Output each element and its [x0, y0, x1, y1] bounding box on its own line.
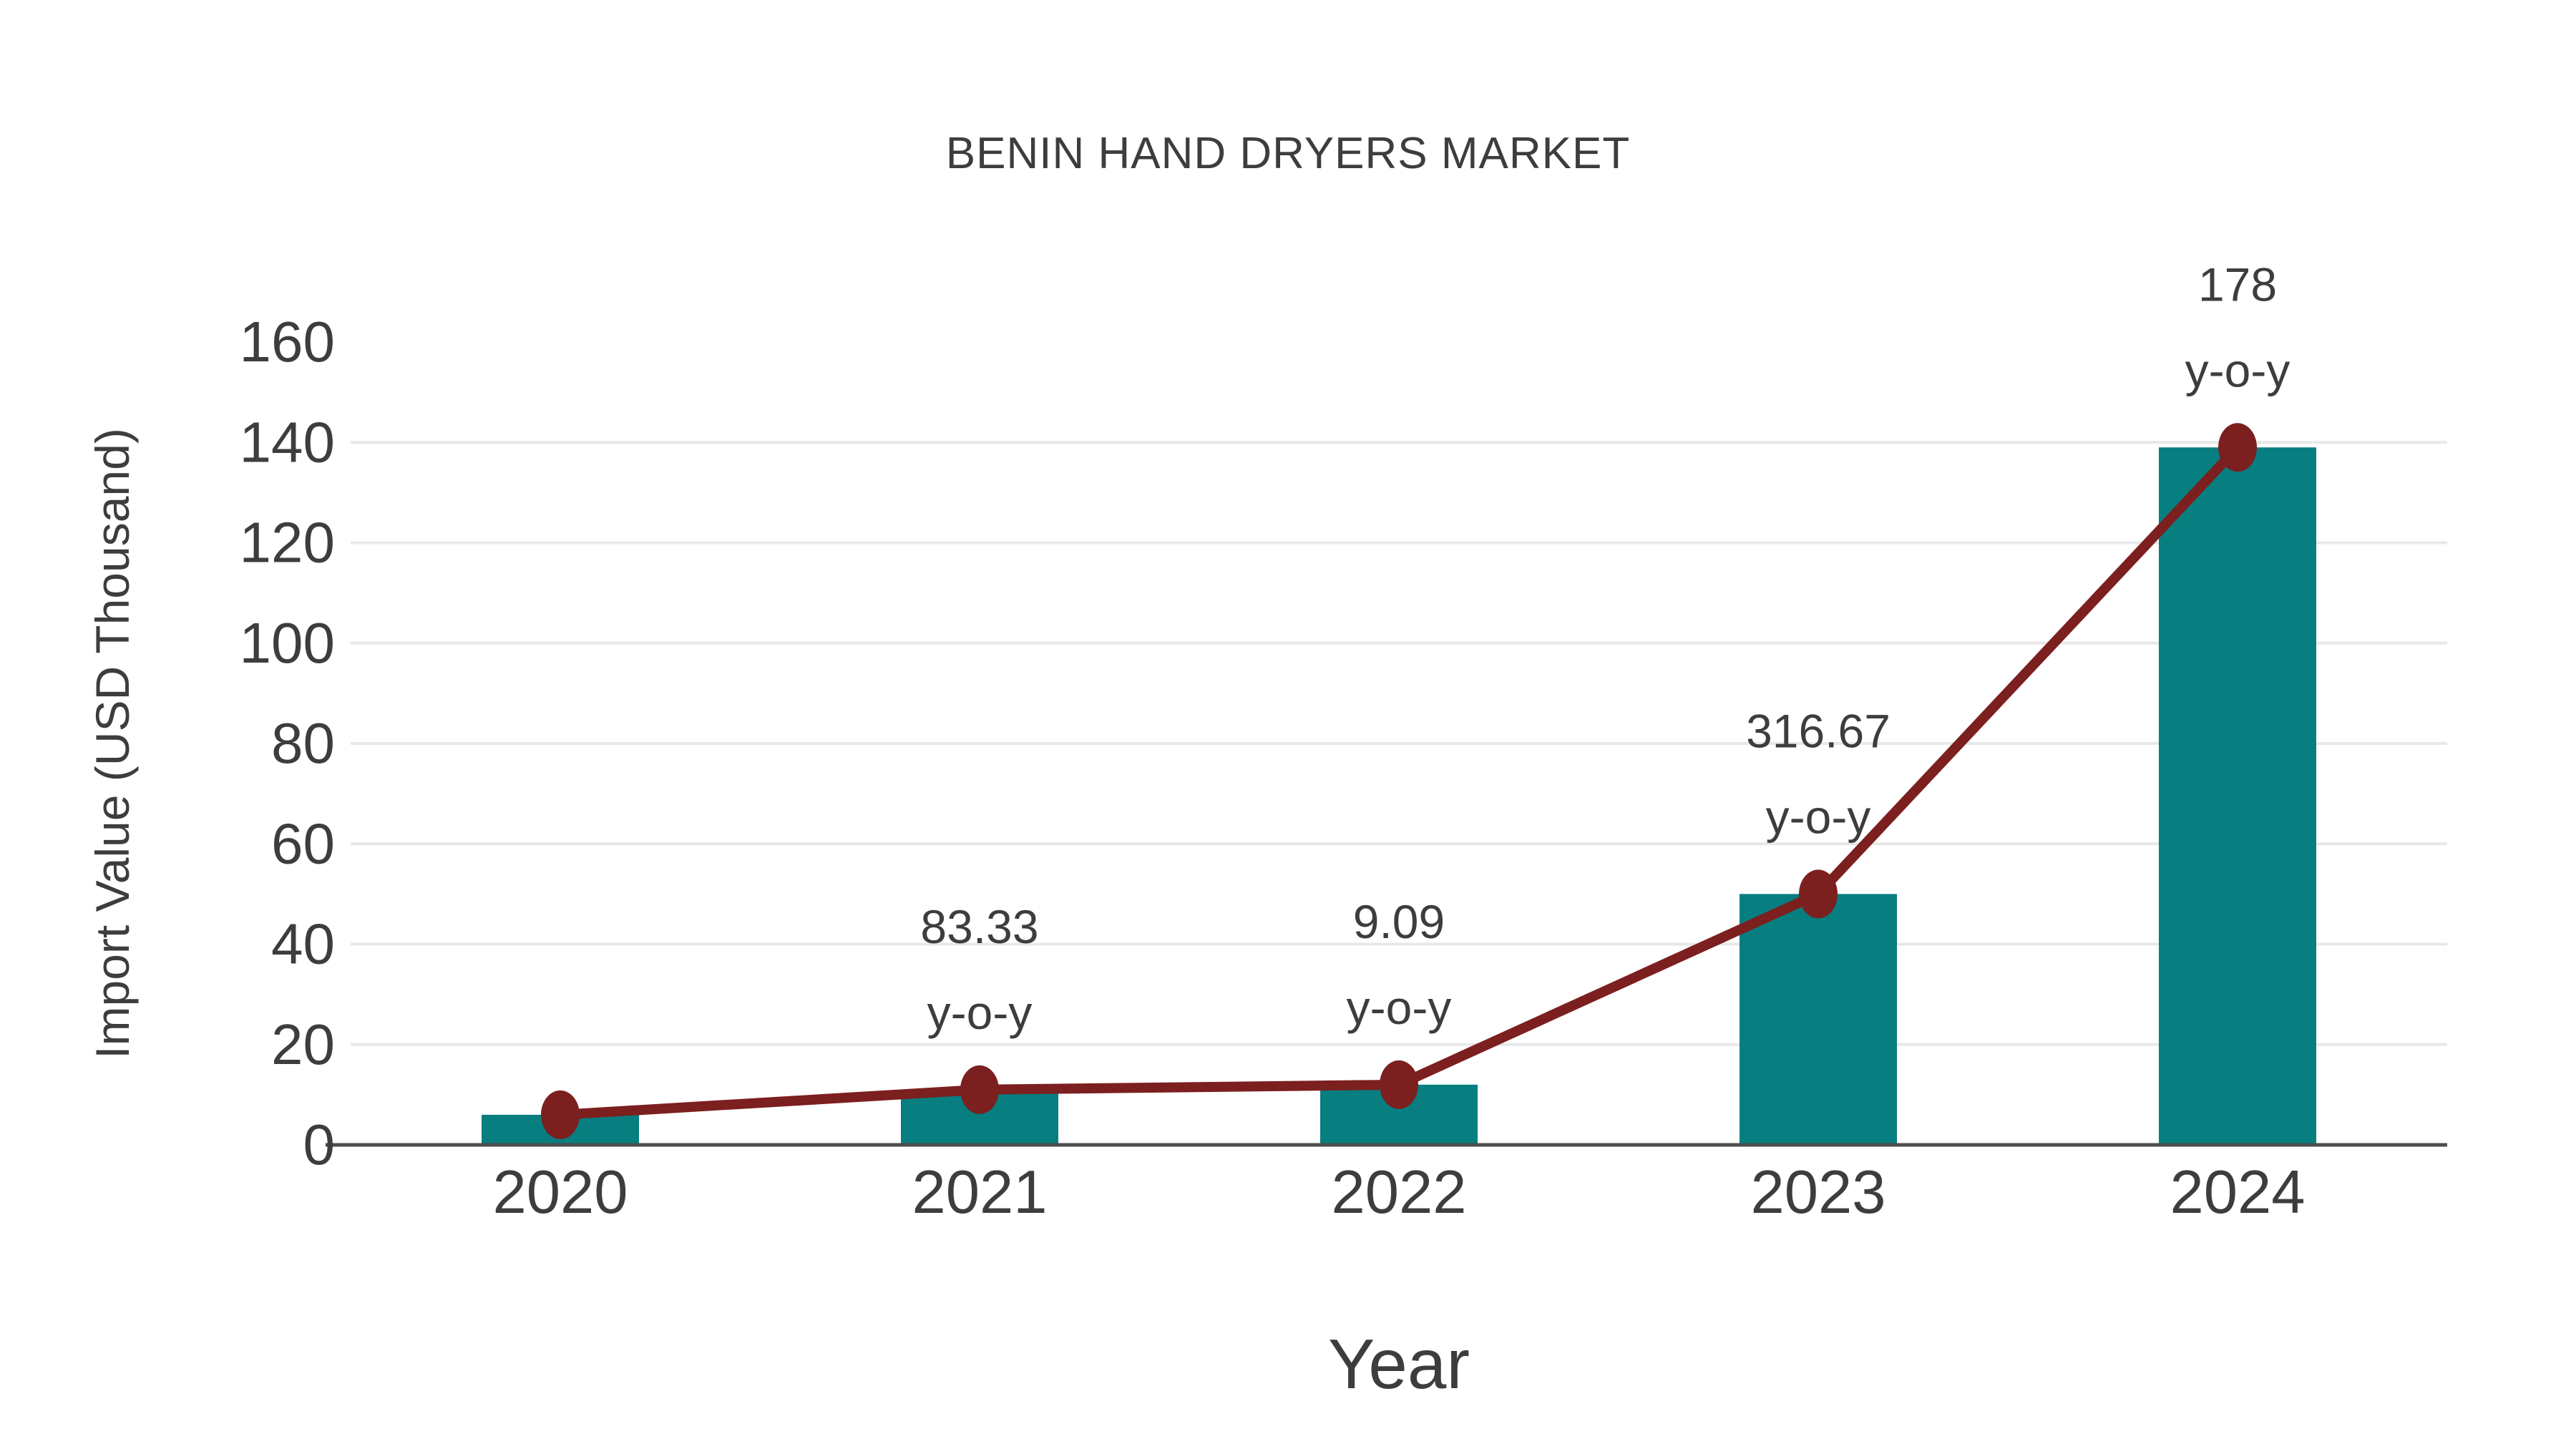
- y-axis-title: Import Value (USD Thousand): [86, 428, 139, 1059]
- marker-2021: [960, 1065, 999, 1114]
- annotation-yoy-2021: y-o-y: [927, 986, 1033, 1039]
- y-tick-label-160: 160: [240, 310, 335, 374]
- x-tick-label-2020: 2020: [492, 1158, 628, 1226]
- y-tick-label-60: 60: [271, 811, 335, 875]
- marker-2020: [541, 1090, 580, 1139]
- marker-2022: [1380, 1060, 1418, 1109]
- x-axis-ticks: 2020 2021 2022 2023 2024: [492, 1158, 2305, 1226]
- bar-2023: [1740, 894, 1897, 1145]
- annotation-value-2022: 9.09: [1353, 895, 1445, 948]
- annotation-yoy-2024: y-o-y: [2185, 343, 2290, 396]
- marker-2023: [1799, 869, 1838, 919]
- y-tick-label-20: 20: [271, 1013, 335, 1076]
- x-tick-label-2024: 2024: [2170, 1158, 2305, 1226]
- bar-series: [482, 447, 2316, 1145]
- marker-2024: [2218, 423, 2257, 472]
- line-series: [541, 423, 2257, 1139]
- x-tick-label-2021: 2021: [912, 1158, 1047, 1226]
- y-axis-ticks: 0 20 40 60 80 100 120 140 160: [240, 310, 335, 1176]
- y-tick-label-100: 100: [240, 611, 335, 675]
- y-tick-label-120: 120: [240, 511, 335, 575]
- y-tick-label-0: 0: [303, 1113, 336, 1176]
- y-tick-label-40: 40: [271, 912, 335, 976]
- annotation-value-2024: 178: [2198, 258, 2277, 311]
- y-tick-label-80: 80: [271, 711, 335, 775]
- annotation-value-2023: 316.67: [1746, 704, 1890, 757]
- x-axis-title: Year: [1328, 1324, 1470, 1403]
- chart-title: BENIN HAND DRYERS MARKET: [946, 129, 1630, 178]
- annotation-yoy-2023: y-o-y: [1766, 790, 1871, 843]
- yoy-annotations: 83.33 y-o-y 9.09 y-o-y 316.67 y-o-y 178 y-o-y: [920, 258, 2290, 1039]
- gridlines: [351, 441, 2447, 1046]
- y-tick-label-140: 140: [240, 410, 335, 474]
- x-tick-label-2022: 2022: [1331, 1158, 1466, 1226]
- annotation-value-2021: 83.33: [920, 900, 1038, 953]
- bar-2024: [2159, 447, 2316, 1145]
- annotation-yoy-2022: y-o-y: [1347, 981, 1452, 1034]
- x-tick-label-2023: 2023: [1750, 1158, 1885, 1226]
